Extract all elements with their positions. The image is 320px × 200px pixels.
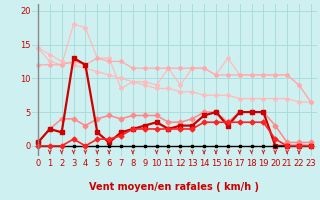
X-axis label: Vent moyen/en rafales ( km/h ): Vent moyen/en rafales ( km/h )	[89, 182, 260, 192]
